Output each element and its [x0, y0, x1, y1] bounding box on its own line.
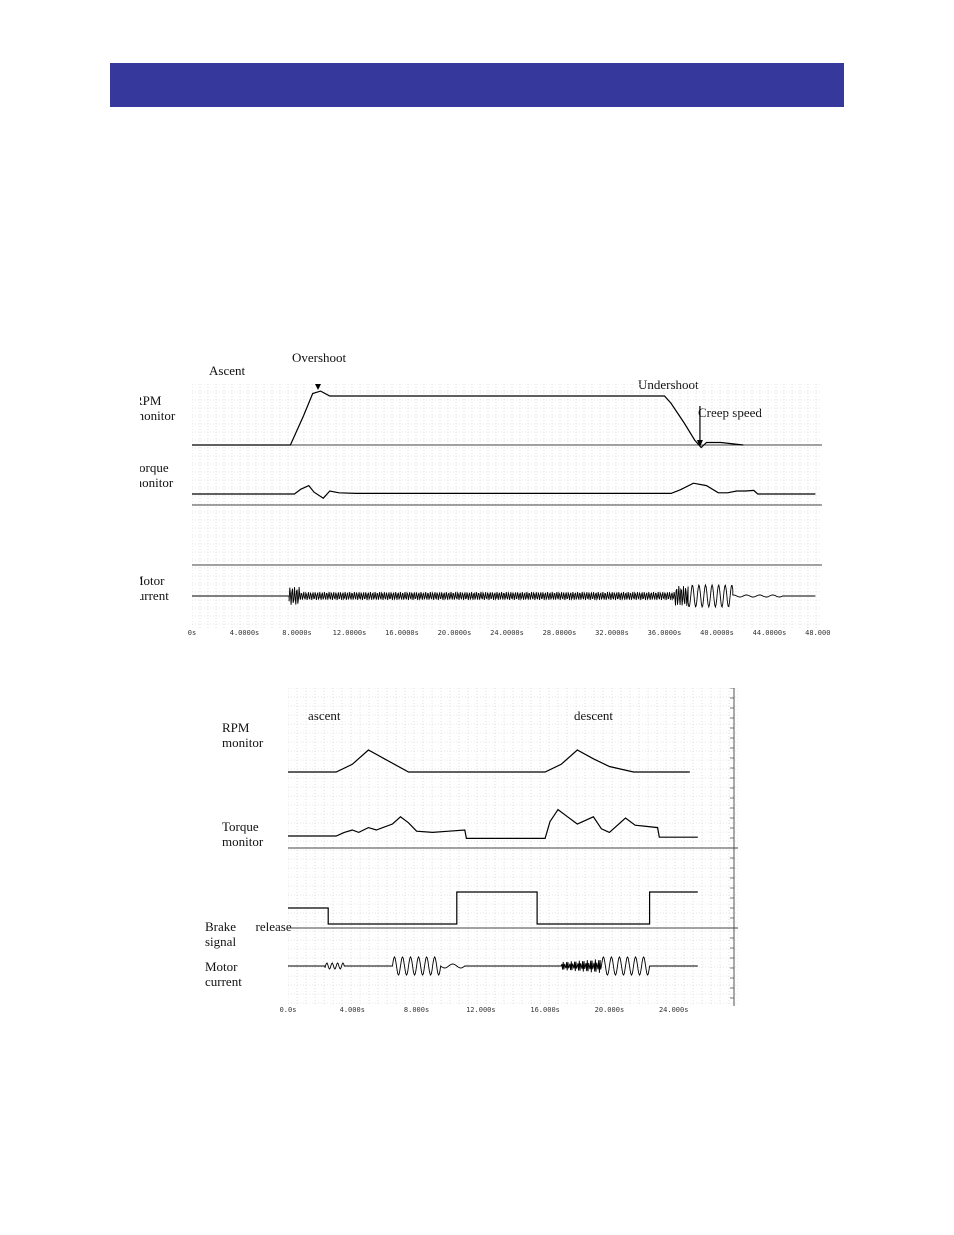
torque-trace: [288, 808, 698, 839]
x-axis-ticks-1: 0s 4.0000s 8.0000s 12.0000s 16.0000s 20.0000s…: [188, 629, 830, 639]
torque-trace: [192, 482, 816, 499]
x-tick-label: 40.0000s: [700, 629, 734, 637]
chart-svg-1: [192, 384, 822, 629]
rpm-trace: [192, 390, 744, 449]
label-overshoot: Overshoot: [292, 350, 347, 365]
x-tick-label: 4.000s: [339, 1006, 365, 1014]
header-bar: [110, 63, 844, 107]
x-tick-label: 0s: [187, 629, 197, 637]
rpm-trace: [288, 749, 690, 773]
x-tick-label: 36.0000s: [647, 629, 682, 637]
grid-1: [192, 384, 822, 629]
brake-release-trace: [288, 891, 698, 925]
overshoot-arrowhead: [315, 384, 321, 390]
x-tick-label: 48.0000s: [805, 629, 830, 637]
label-descent: descent: [574, 708, 613, 723]
x-tick-label: 28.0000s: [542, 629, 577, 637]
x-tick-label: 20.000s: [594, 1006, 625, 1014]
plot-area-1: [192, 384, 822, 629]
label-ascent: Ascent: [209, 363, 246, 378]
x-tick-label: 4.0000s: [229, 629, 260, 637]
figure-ascent-descent-chart: ascent descent RPM monitor Torque monitor …: [200, 684, 745, 1016]
x-tick-label: 8.000s: [403, 1006, 430, 1014]
plot-area-2: [288, 688, 738, 1006]
label-creep-speed: Creep speed: [698, 405, 762, 420]
x-tick-label: 12.0000s: [332, 629, 367, 637]
x-tick-label: 16.0000s: [385, 629, 419, 637]
x-tick-label: 16.000s: [530, 1006, 560, 1014]
motor-current-trace: [288, 956, 698, 976]
x-axis-ticks-2: 0.0s 4.000s 8.000s 12.000s 16.000s 20.000s 24.…: [280, 1006, 738, 1016]
figure-ascent-chart: Ascent Overshoot Undershoot Creep speed …: [140, 340, 830, 658]
x-tick-label: 24.000s: [658, 1006, 689, 1014]
x-tick-label: 44.0000s: [752, 629, 787, 637]
x-tick-label: 32.0000s: [595, 629, 629, 637]
x-tick-label: 24.0000s: [490, 629, 524, 637]
chart-svg-2: [288, 688, 738, 1006]
grid-2: [288, 688, 738, 1006]
x-tick-label: 20.0000s: [437, 629, 472, 637]
x-tick-label: 8.0000s: [282, 629, 312, 637]
x-tick-label: 12.000s: [466, 1006, 496, 1014]
label-brake-release-signal: Brake release signal: [205, 919, 292, 949]
motor-current-trace: [192, 583, 816, 609]
x-tick-label: 0.0s: [279, 1006, 297, 1014]
label-undershoot: Undershoot: [638, 377, 699, 392]
creep-speed-arrowhead: [696, 440, 703, 447]
